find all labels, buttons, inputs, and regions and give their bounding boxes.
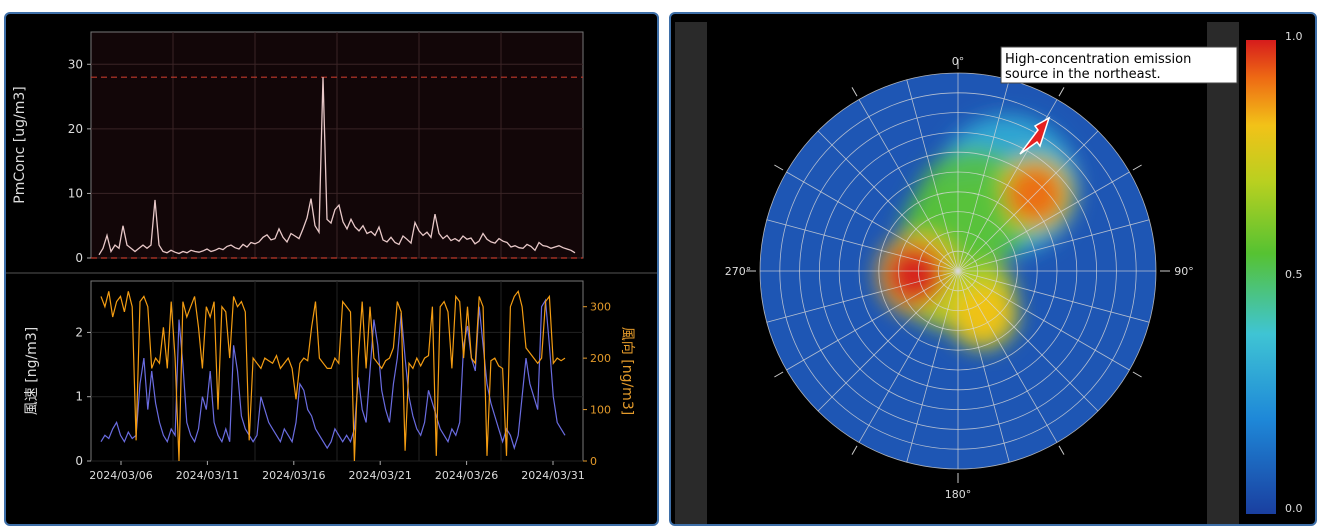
polar-spoke (858, 99, 959, 272)
colorbar-max-label: 1.0 (1285, 30, 1303, 43)
pm-threshold-lines (91, 76, 583, 259)
polar-grid (746, 59, 1170, 483)
wind-speed-tick-label: 0 (75, 454, 83, 468)
pm-concentration-chart: 0 10 20 30 PmConc [ug/m3] (12, 31, 584, 265)
direction-label-west: 270° (725, 265, 752, 278)
pm-y-tick-label: 30 (68, 57, 83, 71)
polar-outer-tick (1132, 164, 1142, 171)
wind-direction-tick-label: 300 (590, 301, 611, 314)
polar-outer-tick (851, 445, 858, 455)
pm-concentration-line (98, 77, 576, 256)
polar-spoke (786, 171, 959, 272)
wind-speed-tick-label: 1 (75, 390, 83, 404)
polar-direction-labels: 0° 90° 180° 270° (725, 55, 1194, 501)
colorbar: 1.0 0.5 0.0 (1246, 30, 1303, 515)
wind-speed-axis-label: 風速 [ng/m3] (24, 327, 40, 415)
time-series-svg: 0 10 20 30 PmConc [ug/m3] 0 1 2 0 100 200 300 20… (6, 31, 657, 482)
colorbar-gradient (1246, 40, 1276, 514)
wind-speed-line (100, 298, 566, 451)
polar-spoke (906, 270, 959, 463)
polar-outer-tick (1058, 87, 1065, 97)
right-margin-strip (1207, 22, 1239, 524)
polar-spoke (817, 270, 959, 412)
polar-spoke (766, 219, 959, 272)
time-series-panel: 0 10 20 30 PmConc [ug/m3] 0 1 2 0 100 200 300 20… (4, 12, 659, 526)
polar-spoke (957, 270, 1010, 463)
pm-y-tick-label: 10 (68, 186, 83, 200)
polar-spoke (957, 79, 1010, 272)
polar-outer-tick (851, 87, 858, 97)
pm-y-axis-label: PmConc [ug/m3] (12, 86, 28, 203)
polar-outer-tick (774, 164, 784, 171)
emission-annotation: High-concentration emission source in th… (1000, 46, 1238, 155)
wind-direction-axis-label: 風向 [ng/m3] (619, 327, 635, 415)
pm-series (98, 77, 576, 256)
polar-spoke (817, 130, 959, 272)
direction-label-east: 90° (1174, 265, 1194, 278)
annotation-box (1000, 46, 1238, 84)
polar-outer-tick (774, 371, 784, 378)
top-strip (0, 0, 1320, 10)
pm-y-ticks: 0 10 20 30 (68, 57, 91, 265)
colorbar-mid-label: 0.5 (1285, 268, 1303, 281)
polar-spoke (957, 219, 1150, 272)
wind-direction-tick-label: 100 (590, 404, 611, 417)
polar-map-svg: 0° 90° 180° 270° High-concentration emis… (675, 22, 1303, 524)
polar-outer-tick (1132, 371, 1142, 378)
date-tick-label: 2024/03/06 (89, 469, 152, 482)
polar-spoke (858, 270, 959, 443)
direction-label-north: 0° (952, 55, 965, 68)
polar-spoke (786, 270, 959, 371)
date-tick-label: 2024/03/11 (176, 469, 239, 482)
pm-y-tick-label: 0 (75, 251, 83, 265)
wind-direction-tick-label: 200 (590, 352, 611, 365)
annotation-line-1: High-concentration emission (1005, 52, 1191, 67)
heat-hotspot (957, 181, 1007, 231)
annotation-line-2: source in the northeast. (1005, 67, 1161, 82)
polar-spoke (766, 270, 959, 323)
polar-spoke (957, 130, 1099, 272)
wind-direction-tick-label: 0 (590, 455, 597, 468)
polar-spoke (906, 79, 959, 272)
wind-grid (91, 281, 583, 462)
polar-map-panel: 0° 90° 180° 270° High-concentration emis… (669, 12, 1317, 526)
wind-x-ticks: 2024/03/06 2024/03/11 2024/03/16 2024/03/21… (89, 461, 585, 482)
polar-spoke (957, 270, 1130, 371)
date-tick-label: 2024/03/26 (435, 469, 498, 482)
left-margin-strip (675, 22, 707, 524)
pm-y-tick-label: 20 (68, 122, 83, 136)
polar-spoke (957, 270, 1150, 323)
wind-speed-tick-label: 2 (75, 325, 83, 339)
date-tick-label: 2024/03/21 (348, 469, 411, 482)
date-tick-label: 2024/03/16 (262, 469, 325, 482)
annotation-arrow (1019, 116, 1051, 155)
wind-direction-line (100, 289, 566, 461)
date-tick-label: 2024/03/31 (521, 469, 584, 482)
polar-spoke (957, 270, 1099, 412)
wind-y-ticks-left: 0 1 2 (75, 325, 91, 468)
wind-series (100, 289, 566, 461)
polar-spoke (957, 270, 1058, 443)
wind-y-ticks-right: 0 100 200 300 (583, 301, 611, 468)
colorbar-min-label: 0.0 (1285, 502, 1303, 515)
polar-outer-tick (1058, 445, 1065, 455)
polar-spoke (957, 171, 1130, 272)
direction-label-south: 180° (945, 488, 972, 501)
